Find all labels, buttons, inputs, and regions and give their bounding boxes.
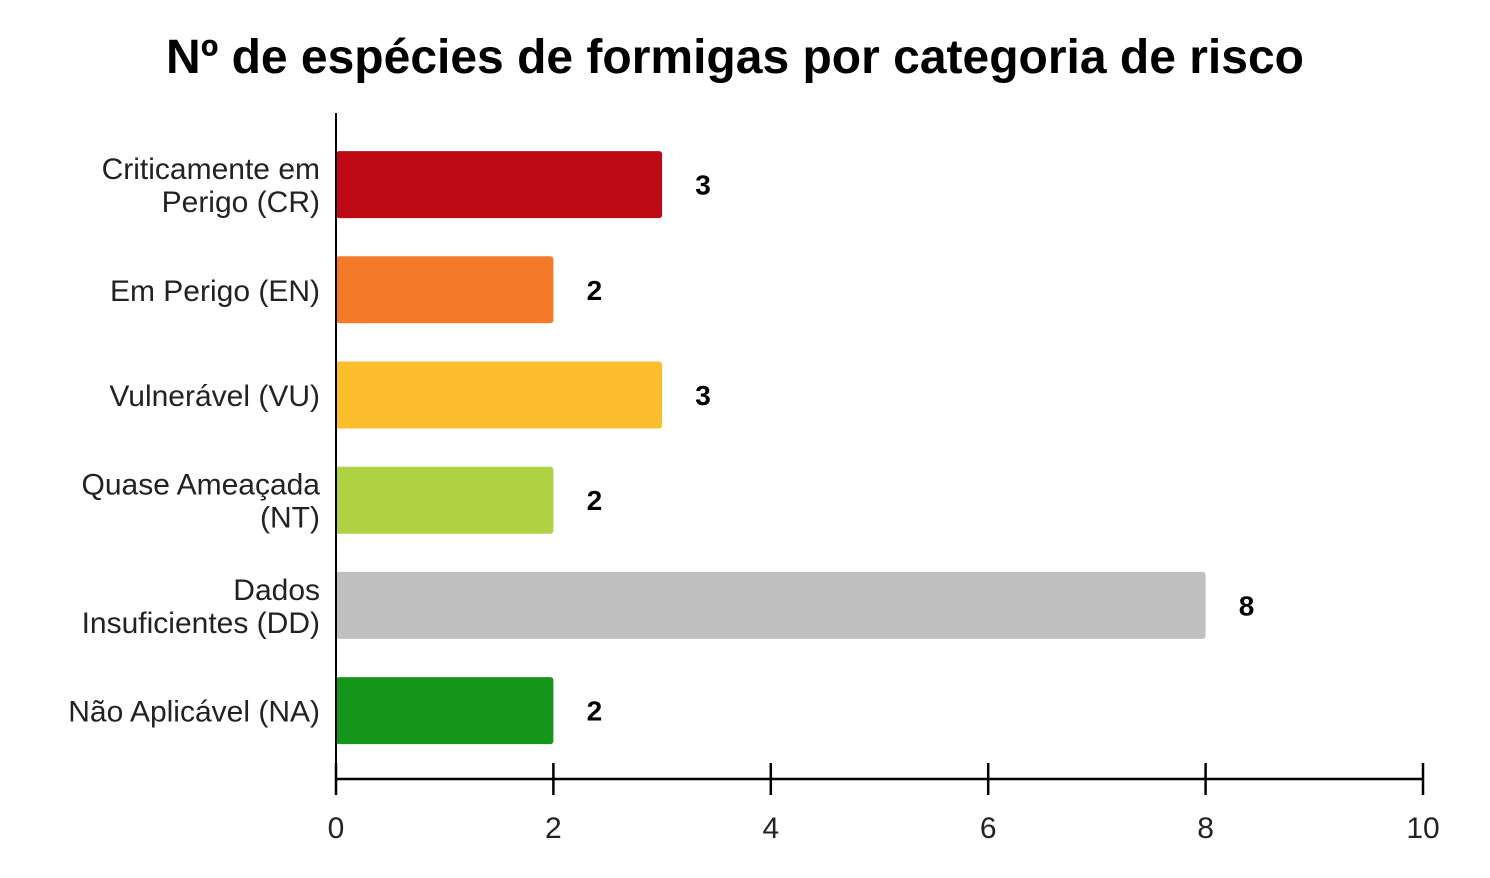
- x-tick-label: 10: [1406, 812, 1439, 845]
- bar-5: [336, 677, 554, 745]
- category-label: Vulnerável (VU): [109, 380, 320, 413]
- bar-2: [336, 361, 663, 429]
- data-label: 3: [695, 380, 711, 411]
- data-label: 3: [695, 170, 711, 201]
- bar-1: [336, 256, 554, 324]
- data-label: 2: [587, 485, 603, 516]
- data-label: 8: [1239, 590, 1255, 621]
- x-tick-label: 4: [762, 812, 779, 845]
- category-label: Não Aplicável (NA): [68, 696, 320, 729]
- category-label: Criticamente em Perigo (CR): [102, 153, 320, 219]
- x-tick-label: 6: [980, 812, 997, 845]
- bar-4: [336, 571, 1206, 639]
- chart-title: Nº de espécies de formigas por categoria…: [166, 31, 1304, 84]
- axes: 0 2 4 6 8 10: [328, 113, 1440, 845]
- data-label: 2: [587, 275, 603, 306]
- bar-0: [336, 151, 663, 219]
- x-tick-label: 2: [545, 812, 562, 845]
- data-label: 2: [587, 696, 603, 727]
- x-tick-label: 8: [1197, 812, 1214, 845]
- bars: 3 Criticamente em Perigo (CR) 2 Em Perigo (E…: [68, 151, 1255, 745]
- bar-3: [336, 466, 554, 534]
- category-label: Em Perigo (EN): [110, 275, 320, 308]
- category-label: Dados Insuficientes (DD): [82, 574, 320, 640]
- x-tick-label: 0: [328, 812, 345, 845]
- category-label: Quase Ameaçada (NT): [82, 469, 321, 535]
